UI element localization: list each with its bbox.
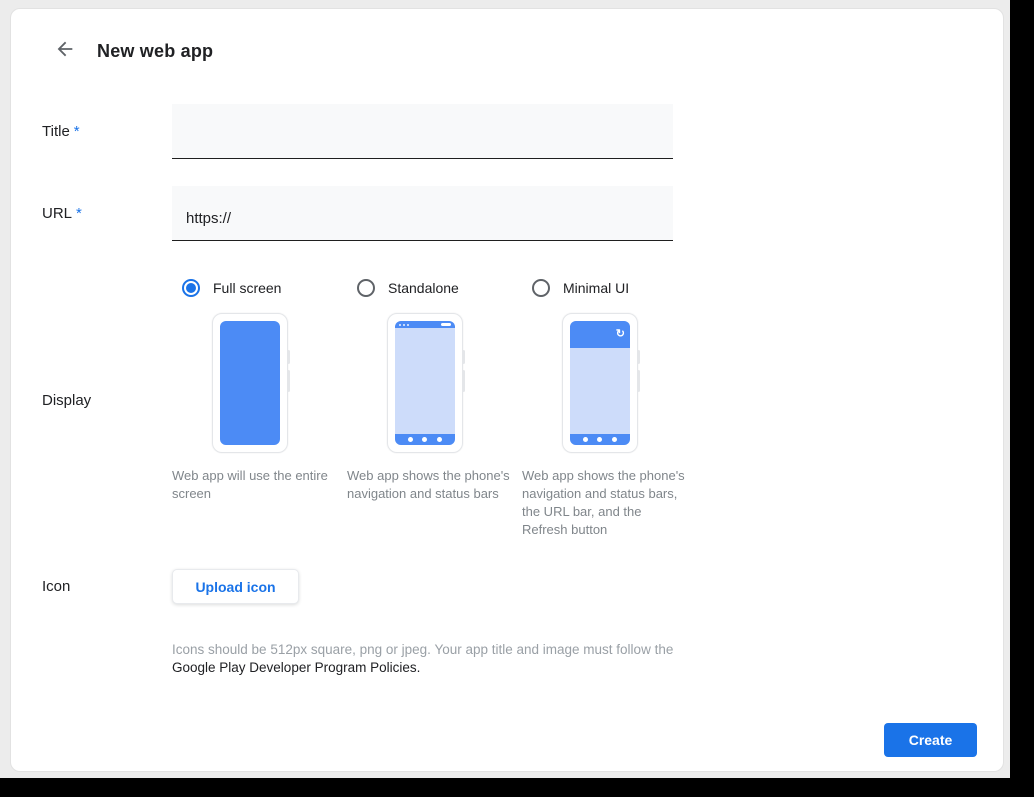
developer-program-policies-link[interactable]: Google Play Developer Program Policies [172,659,417,675]
radio-standalone[interactable]: Standalone [347,279,522,297]
phone-side-button [462,350,465,364]
radio-button-icon[interactable] [182,279,200,297]
helper-suffix: . [416,659,421,675]
page-title: New web app [97,40,214,61]
phone-screen [395,321,455,445]
display-label: Display [42,391,91,409]
phone-side-button [637,370,640,392]
phone-side-button [287,350,290,364]
icon-helper-text: Icons should be 512px square, png or jpe… [172,641,682,676]
phone-url-bar: ↻ [570,321,630,348]
phone-side-button [637,350,640,364]
standalone-phone-preview [387,313,465,453]
new-web-app-card: New web app Title * URL * Display Full s… [10,8,1004,772]
phone-side-button [287,370,290,392]
url-required-asterisk: * [76,205,82,222]
display-option-full-screen: Full screen Web app will use the entire … [172,279,347,659]
display-option-minimal-ui: Minimal UI ↻ Web app shows the phone's n… [522,279,697,659]
display-label-text: Display [42,391,92,409]
option-description: Web app shows the phone's navigation and… [522,468,685,537]
icon-label-text: Icon [42,578,71,595]
radio-label: Minimal UI [563,280,630,296]
title-required-asterisk: * [73,123,80,140]
url-label: URL * [42,186,82,241]
arrow-left-icon [54,38,76,65]
title-label-text: Title [42,123,70,140]
phone-nav-bar [570,434,630,445]
icon-label: Icon [42,569,70,604]
url-label-text: URL [42,205,73,222]
upload-icon-button[interactable]: Upload icon [172,569,299,604]
phone-side-button [462,370,465,392]
option-description: Web app shows the phone's navigation and… [347,468,510,501]
full-screen-phone-preview [212,313,290,453]
option-description: Web app will use the entire screen [172,468,328,501]
card-header: New web app [54,40,213,62]
phone-nav-bar [395,434,455,445]
radio-button-icon[interactable] [357,279,375,297]
back-button[interactable] [54,40,76,62]
radio-minimal-ui[interactable]: Minimal UI [522,279,697,297]
radio-label: Full screen [213,280,282,296]
display-option-standalone: Standalone Web app shows the phone's nav… [347,279,522,659]
phone-screen: ↻ [570,321,630,445]
url-input[interactable] [172,186,673,241]
helper-text: Icons should be 512px square, png or jpe… [172,642,674,657]
title-input[interactable] [172,104,673,159]
title-label: Title * [42,104,80,159]
phone-status-bar [395,321,455,328]
create-button[interactable]: Create [884,723,977,757]
minimal-ui-phone-preview: ↻ [562,313,640,453]
radio-button-icon[interactable] [532,279,550,297]
radio-full-screen[interactable]: Full screen [172,279,347,297]
refresh-icon: ↻ [615,328,625,340]
phone-screen [220,321,280,445]
radio-label: Standalone [388,280,459,296]
